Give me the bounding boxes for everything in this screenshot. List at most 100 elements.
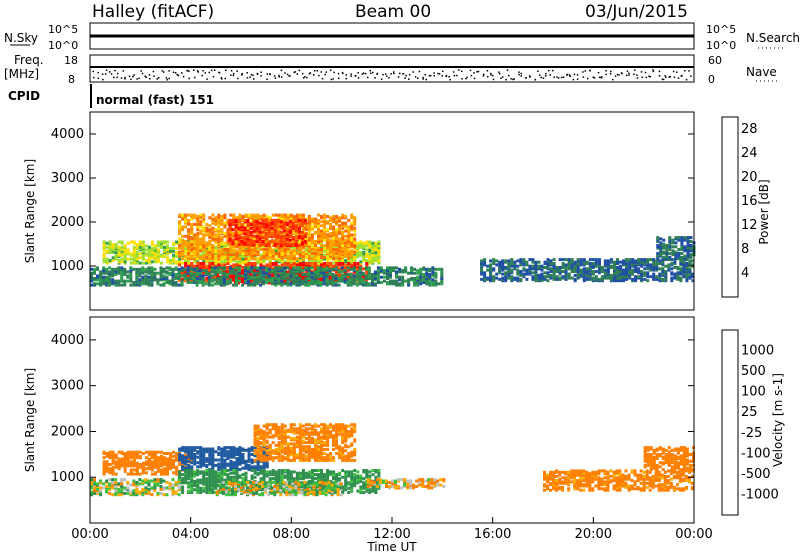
heatmap-cell-5 <box>231 267 235 271</box>
heatmap-cell-1 <box>214 216 218 220</box>
nave-dot <box>120 77 123 79</box>
heatmap-cell-0 <box>374 259 378 262</box>
heatmap-cell-5 <box>349 267 353 271</box>
heatmap-cell-6 <box>510 262 514 265</box>
heatmap-cell-5 <box>123 279 127 283</box>
heatmap-cell-6 <box>661 260 665 264</box>
heatmap-cell-1 <box>217 226 221 230</box>
heatmap-cell-6 <box>549 259 553 263</box>
nave-dot <box>306 76 308 79</box>
heatmap-cell-5 <box>389 266 392 270</box>
heatmap-cell-1 <box>350 241 354 245</box>
heatmap-cell-6 <box>534 272 538 276</box>
heatmap-cell-5 <box>180 279 184 283</box>
heatmap-cell-0 <box>169 249 172 253</box>
heatmap-cell-0 <box>241 261 245 265</box>
heatmap-cell-6 <box>682 267 686 271</box>
heatmap-cell-6 <box>585 260 589 264</box>
heatmap-cell-5 <box>395 279 398 283</box>
heatmap-cell-6 <box>519 258 523 262</box>
heatmap-cell-5 <box>132 283 136 287</box>
heatmap-cell-2 <box>243 242 247 246</box>
heatmap-cell-6 <box>576 272 580 276</box>
heatmap-cell-0 <box>368 256 372 260</box>
heatmap-cell-0 <box>156 248 160 252</box>
heatmap-cell-5 <box>346 273 350 276</box>
heatmap-cell-1 <box>320 224 323 228</box>
nave-dot <box>162 71 165 73</box>
nave-dot <box>605 73 607 76</box>
heatmap-cell-5 <box>268 274 272 278</box>
heatmap-cell-6 <box>640 270 644 273</box>
heatmap-cell-5 <box>159 270 163 274</box>
nave-dot <box>298 69 301 72</box>
heatmap-cell-7 <box>659 241 663 245</box>
heatmap-cell-5 <box>153 271 157 275</box>
heatmap-cell-7 <box>668 245 672 249</box>
nave-dot <box>296 73 299 75</box>
heatmap-cell-3 <box>311 262 314 265</box>
heatmap-cell-5 <box>277 274 281 278</box>
heatmap-cell-6 <box>585 276 589 280</box>
nave-dot <box>260 71 262 73</box>
heatmap-cell-1 <box>241 245 245 249</box>
heatmap-cell-1 <box>214 237 218 241</box>
heatmap-cell-0 <box>311 255 314 258</box>
nave-dot <box>449 78 451 81</box>
heatmap-cell-6 <box>567 267 571 271</box>
heatmap-cell-6 <box>628 263 632 267</box>
heatmap-cell-2 <box>285 228 289 232</box>
heatmap-cell-6 <box>637 258 641 262</box>
heatmap-cell-0 <box>356 241 360 245</box>
heatmap-cell-5 <box>201 274 205 278</box>
power-colorbar-tick: 24 <box>741 146 758 161</box>
heatmap-cell-5 <box>177 275 181 279</box>
heatmap-cell-0 <box>135 261 139 265</box>
heatmap-cell-6 <box>616 270 619 273</box>
heatmap-cell-5 <box>322 282 326 286</box>
nave-dot <box>466 76 468 79</box>
heatmap-cell-2 <box>270 226 274 230</box>
heatmap-cell-1 <box>247 249 251 253</box>
heatmap-cell-0 <box>241 255 245 258</box>
heatmap-cell-3 <box>196 264 200 268</box>
heatmap-cell-0 <box>232 259 236 262</box>
heatmap-cell-5 <box>328 279 332 283</box>
heatmap-cell-1 <box>205 249 209 253</box>
heatmap-cell-1 <box>208 232 212 236</box>
heatmap-cell-0 <box>129 240 133 244</box>
heatmap-cell-4 <box>240 269 243 273</box>
heatmap-cell-1 <box>256 216 260 220</box>
heatmap-cell-5 <box>382 269 386 273</box>
heatmap-cell-5 <box>153 274 157 278</box>
heatmap-cell-5 <box>114 267 118 271</box>
heatmap-cell-5 <box>395 266 398 270</box>
heatmap-cell-5 <box>159 283 163 287</box>
heatmap-cell-1 <box>208 240 212 243</box>
heatmap-cell-2 <box>240 222 244 226</box>
heatmap-cell-6 <box>646 279 650 283</box>
heatmap-cell-1 <box>314 254 317 258</box>
heatmap-cell-2 <box>288 238 292 242</box>
heatmap-cell-1 <box>274 213 278 217</box>
nsky-tick-bottom: 10^0 <box>48 39 78 52</box>
heatmap-cell-5 <box>319 281 323 284</box>
date-title: 03/Jun/2015 <box>585 2 688 22</box>
nave-dot <box>652 69 654 71</box>
nave-dot <box>357 71 359 74</box>
heatmap-cell-7 <box>668 236 672 240</box>
heatmap-cell-2 <box>237 218 241 222</box>
heatmap-cell-1 <box>280 213 284 217</box>
heatmap-cell-0 <box>132 240 136 244</box>
heatmap-cell-0 <box>362 255 366 258</box>
heatmap-cell-6 <box>543 266 547 269</box>
heatmap-cell-6 <box>652 258 656 262</box>
heatmap-cell-2 <box>276 230 280 234</box>
heatmap-cell-5 <box>96 282 99 286</box>
heatmap-cell-6 <box>597 271 601 275</box>
heatmap-cell-0 <box>144 259 148 262</box>
heatmap-cell-5 <box>129 274 133 278</box>
heatmap-cell-1 <box>317 218 320 222</box>
heatmap-cell-6 <box>688 275 692 279</box>
